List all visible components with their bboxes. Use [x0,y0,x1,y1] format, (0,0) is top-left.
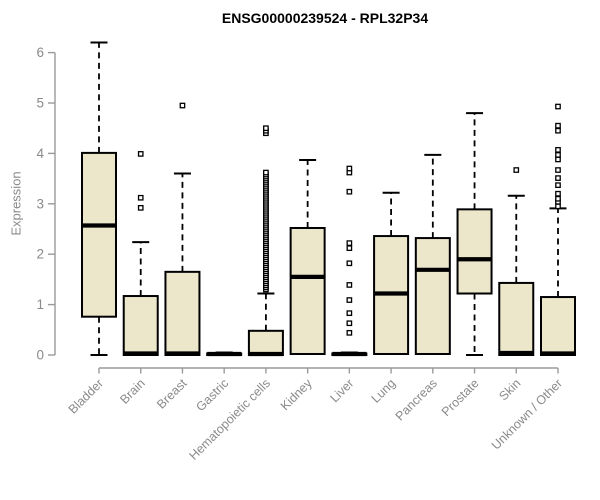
outlier-unknown-other [555,152,561,158]
outlier-unknown-other [555,127,561,134]
x-tick-label: Unknown / Other [489,376,565,452]
box-skin [498,281,535,357]
outlier-hematopoietic-cells [263,169,269,176]
x-tick-label: Skin [496,376,523,403]
x-tick-label: Breast [154,376,190,412]
outlier-liver [346,329,353,336]
outlier-brain [137,204,144,211]
outlier-skin [513,167,520,173]
y-tick-label: 4 [36,146,44,161]
outlier-unknown-other [555,156,561,163]
outlier-liver [346,188,353,195]
x-tick-label: Prostate [439,376,482,419]
y-tick-label: 3 [36,196,44,211]
outlier-unknown-other [555,190,561,197]
box-hematopoietic-cells [247,329,284,357]
x-tick-label: Hematopoietic cells [186,376,273,463]
x-tick-label: Gastric [193,376,231,414]
outlier-liver [346,240,353,246]
chart-title: ENSG00000239524 - RPL32P34 [221,10,429,26]
x-tick-label: Lung [369,376,399,406]
box-unknown-other [539,296,576,357]
outlier-liver [346,260,353,267]
y-tick-label: 6 [36,45,44,60]
box-kidney [289,226,326,355]
outlier-liver [346,245,353,252]
box-breast [164,270,201,356]
outlier-breast [179,102,186,109]
y-tick-label: 5 [36,96,44,111]
box-pancreas [414,237,451,355]
x-tick-label: Pancreas [393,376,440,423]
box-bladder [81,151,117,318]
outlier-unknown-other [555,122,561,129]
x-tick-label: Brain [117,376,148,407]
box-prostate [456,208,493,295]
outlier-unknown-other [555,182,561,189]
outlier-unknown-other [555,103,561,110]
x-tick-label: Liver [327,376,356,405]
outlier-brain [137,151,144,157]
box-brain [122,295,159,357]
outlier-unknown-other [555,147,561,153]
outlier-liver [346,310,353,317]
y-tick-label: 2 [36,247,44,262]
outlier-hematopoietic-cells [263,125,269,132]
outlier-unknown-other [555,167,561,173]
outlier-unknown-other [555,175,561,181]
outlier-liver [346,297,353,303]
outlier-unknown-other [555,195,561,202]
y-tick-label: 1 [36,297,44,312]
y-tick-label: 0 [36,348,44,363]
outlier-liver [346,320,353,327]
outlier-unknown-other [555,203,561,210]
outlier-liver [346,165,353,172]
x-tick-label: Kidney [278,376,315,413]
x-tick-label: Bladder [66,376,106,416]
outlier-brain [137,194,144,201]
outlier-liver [346,282,353,288]
